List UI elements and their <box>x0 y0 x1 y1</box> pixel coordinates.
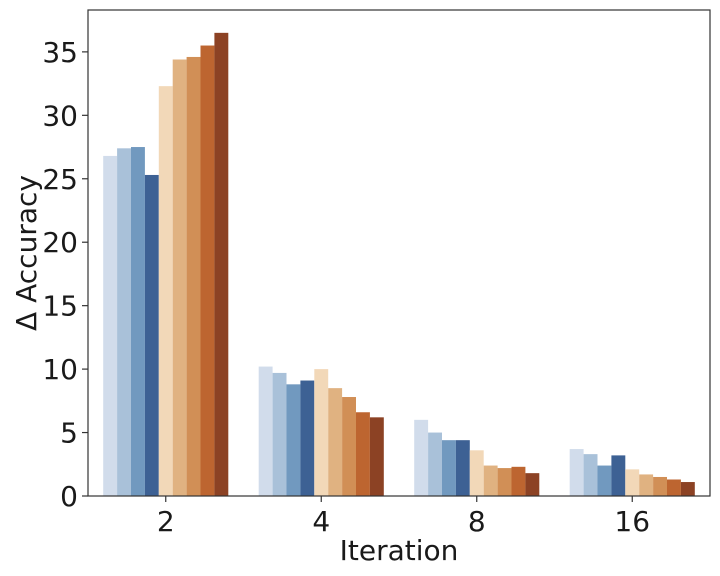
bar-iter8-series7 <box>497 468 512 496</box>
bar-iter2-series7 <box>186 56 201 496</box>
bar-iter4-series2 <box>272 372 287 496</box>
bar-iter4-series8 <box>356 412 370 496</box>
y-tick-label: 25 <box>42 163 78 196</box>
bar-iter4-series5 <box>314 369 329 496</box>
bar-iter2-series1 <box>103 155 118 496</box>
bar-iter2-series8 <box>200 45 215 496</box>
bar-iter16-series5 <box>625 469 640 496</box>
bar-iter2-series4 <box>144 174 159 496</box>
bar-iter8-series1 <box>414 419 429 496</box>
bar-iter16-series8 <box>667 479 681 496</box>
bar-iter2-series3 <box>131 147 145 497</box>
bar-iter16-series2 <box>583 454 598 496</box>
bar-iter8-series9 <box>525 473 540 496</box>
bar-iter16-series4 <box>611 455 626 496</box>
bar-iter8-series5 <box>469 450 484 496</box>
y-axis-ticks: 0 5 10 15 20 25 30 35 <box>42 36 88 513</box>
bar-iter4-series4 <box>300 380 315 496</box>
x-tick-label: 4 <box>312 505 330 538</box>
bar-iter16-series7 <box>653 476 667 496</box>
y-tick-label: 15 <box>42 290 78 323</box>
bar-iter4-series1 <box>258 366 273 496</box>
bar-iter16-series3 <box>597 465 612 496</box>
y-tick-label: 10 <box>42 353 78 386</box>
x-tick-label: 2 <box>157 505 175 538</box>
bar-iter4-series7 <box>342 397 356 496</box>
plot-frame <box>87 9 711 497</box>
bar-iter4-series9 <box>369 417 384 496</box>
bar-iter8-series4 <box>455 440 470 496</box>
y-tick-label: 20 <box>42 226 78 259</box>
bar-iter2-series6 <box>172 59 187 497</box>
x-axis-label: Iteration <box>340 534 459 567</box>
bar-iter2-series2 <box>117 148 131 496</box>
bar-iter16-series9 <box>680 482 695 496</box>
bars-group <box>103 32 695 497</box>
bar-iter2-series5 <box>158 86 173 496</box>
y-axis-label: Δ Accuracy <box>10 175 43 331</box>
bar-iter4-series3 <box>286 384 301 496</box>
bar-iter4-series6 <box>328 388 343 496</box>
bar-iter8-series2 <box>428 432 442 496</box>
bar-iter8-series8 <box>511 466 526 496</box>
bar-iter16-series1 <box>569 449 584 496</box>
bar-iter2-series9 <box>214 32 229 497</box>
x-tick-label: 16 <box>614 505 650 538</box>
bar-iter8-series6 <box>483 465 498 496</box>
x-axis-ticks: 2 4 8 16 <box>157 496 650 538</box>
bar-iter16-series6 <box>639 474 654 496</box>
y-tick-label: 35 <box>42 36 78 69</box>
y-tick-label: 30 <box>42 99 78 132</box>
y-tick-label: 5 <box>60 417 78 450</box>
x-tick-label: 8 <box>468 505 486 538</box>
y-tick-label: 0 <box>60 480 78 513</box>
bar-iter8-series3 <box>442 440 456 496</box>
